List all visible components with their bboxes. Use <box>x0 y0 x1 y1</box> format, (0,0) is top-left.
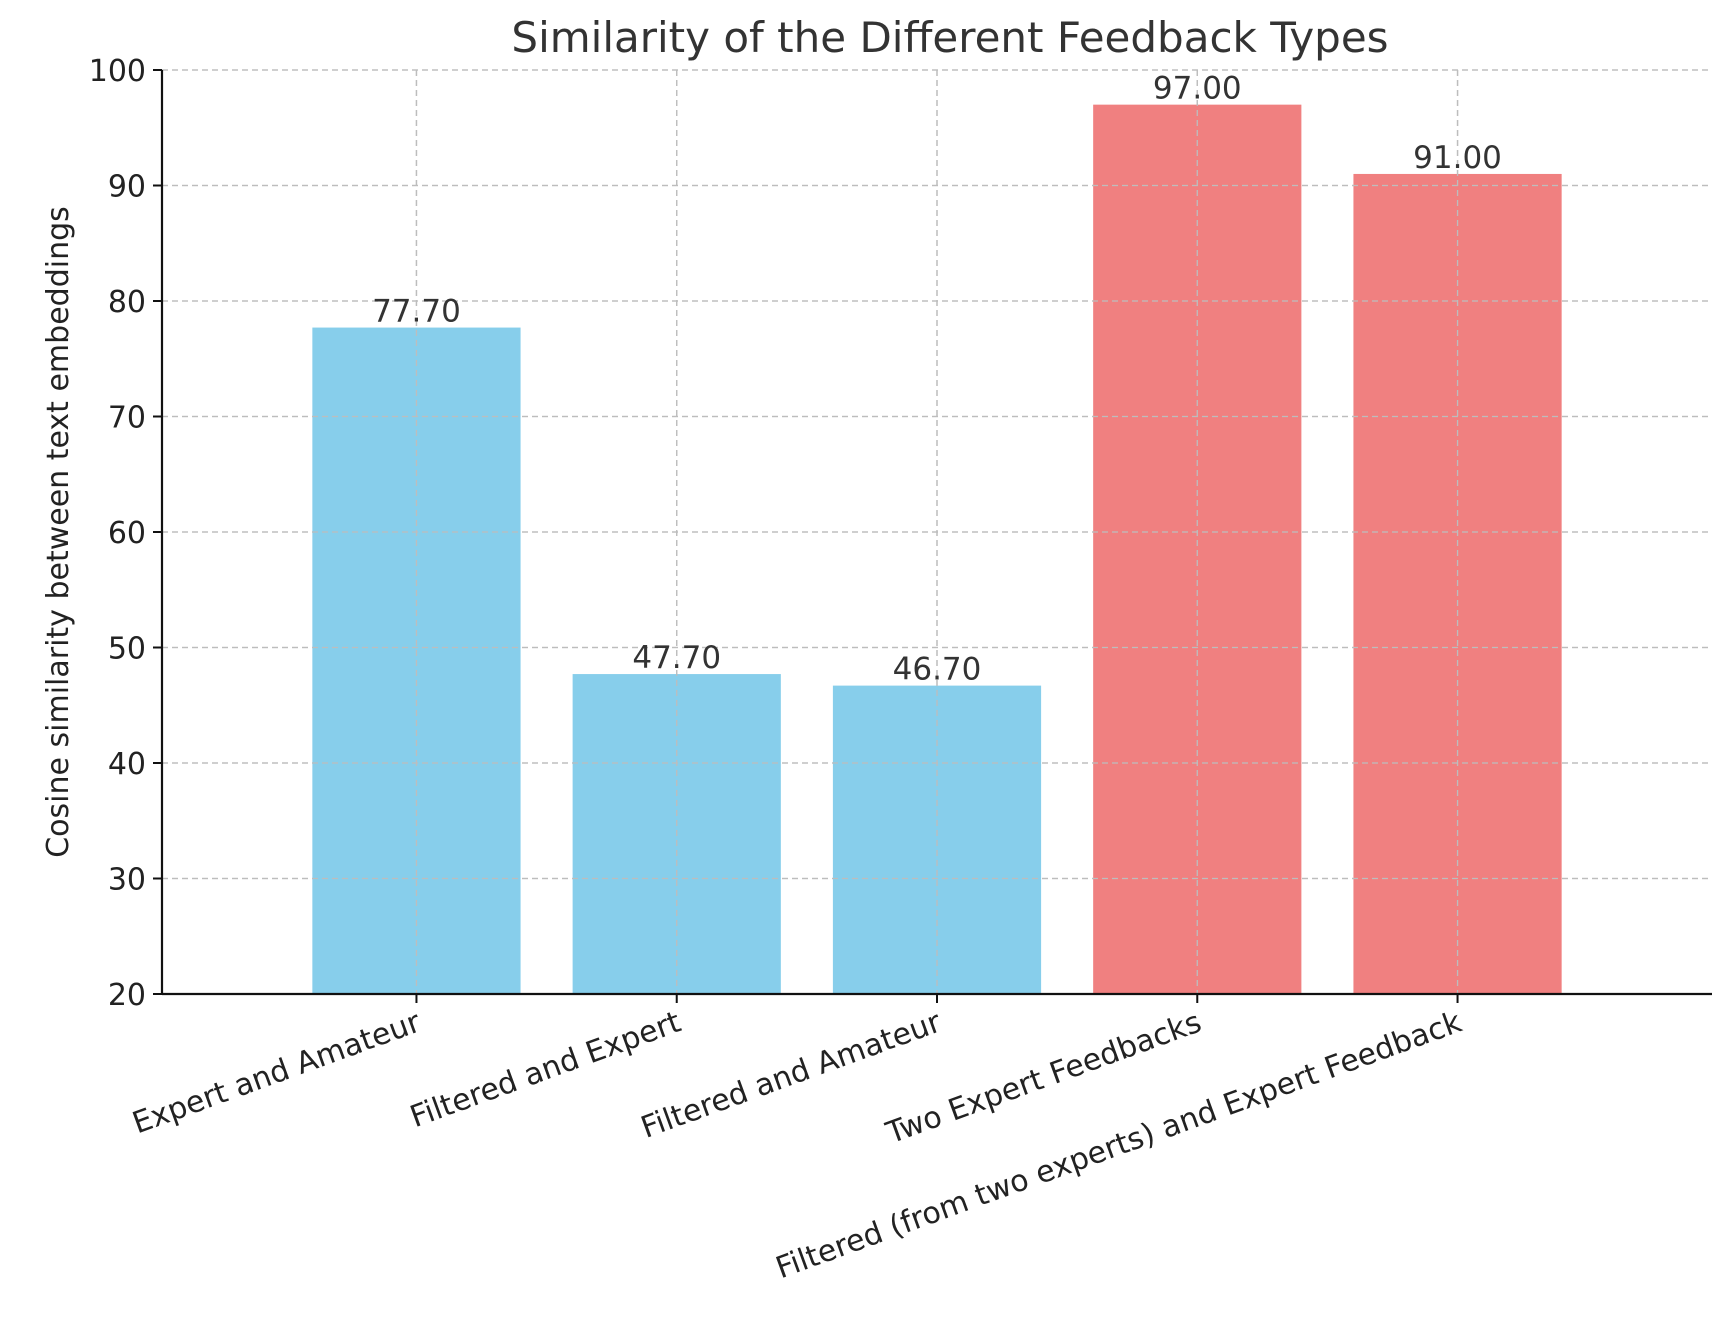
y-tick-label-20: 20 <box>108 978 146 1013</box>
y-tick-label-40: 40 <box>108 747 146 782</box>
bars <box>312 104 1562 994</box>
y-tick-label-60: 60 <box>108 516 146 551</box>
value-label-4: 97.00 <box>1153 71 1242 107</box>
value-label-2: 47.70 <box>632 640 721 676</box>
value-label-1: 77.70 <box>372 294 461 330</box>
y-tick-label-30: 30 <box>108 863 146 898</box>
grid-overlay <box>162 69 1712 994</box>
y-axis-label: Cosine similarity between text embedding… <box>41 206 76 858</box>
chart-title: Similarity of the Different Feedback Typ… <box>511 13 1388 62</box>
y-tick-label-80: 80 <box>108 285 146 320</box>
value-label-3: 46.70 <box>893 652 982 688</box>
y-tick-label-70: 70 <box>108 401 146 436</box>
x-tick-label-1: Expert and Amateur <box>128 1004 426 1141</box>
y-tick-label-90: 90 <box>108 170 146 205</box>
axes <box>153 69 1712 1003</box>
value-label-5: 91.00 <box>1413 140 1502 176</box>
y-tick-label-50: 50 <box>108 632 146 667</box>
y-tick-label-100: 100 <box>89 54 146 89</box>
